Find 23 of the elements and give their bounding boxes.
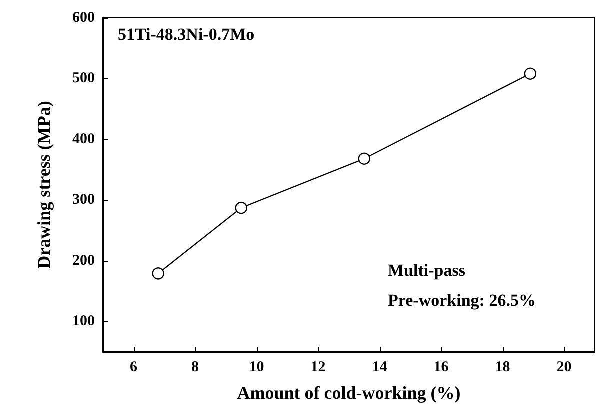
x-tick-label: 12 bbox=[310, 360, 326, 376]
x-tick-label: 20 bbox=[556, 360, 572, 376]
annotation: Pre-working: 26.5% bbox=[388, 291, 536, 310]
y-tick-label: 300 bbox=[72, 192, 95, 208]
x-tick-label: 14 bbox=[372, 360, 388, 376]
x-tick-label: 18 bbox=[495, 360, 510, 376]
x-tick-label: 8 bbox=[192, 360, 199, 376]
x-tick-label: 16 bbox=[434, 360, 450, 376]
annotation: 51Ti-48.3Ni-0.7Mo bbox=[118, 25, 255, 44]
point bbox=[235, 202, 248, 214]
y-tick-label: 100 bbox=[72, 314, 95, 330]
annotation: Multi-pass bbox=[388, 261, 466, 280]
y-tick-label: 200 bbox=[72, 252, 95, 269]
point bbox=[152, 268, 164, 280]
point bbox=[524, 68, 537, 80]
y-tick-label: 500 bbox=[72, 70, 95, 87]
y-tick-label: 600 bbox=[72, 10, 95, 26]
x-tick-label: 10 bbox=[249, 360, 264, 376]
point bbox=[358, 152, 370, 165]
x-axis-title: Amount of cold-working (%) bbox=[237, 383, 461, 403]
x-tick-label: 6 bbox=[130, 360, 138, 376]
y-axis-title: Drawing stress (MPa) bbox=[34, 101, 54, 269]
y-tick-label: 400 bbox=[72, 131, 95, 148]
